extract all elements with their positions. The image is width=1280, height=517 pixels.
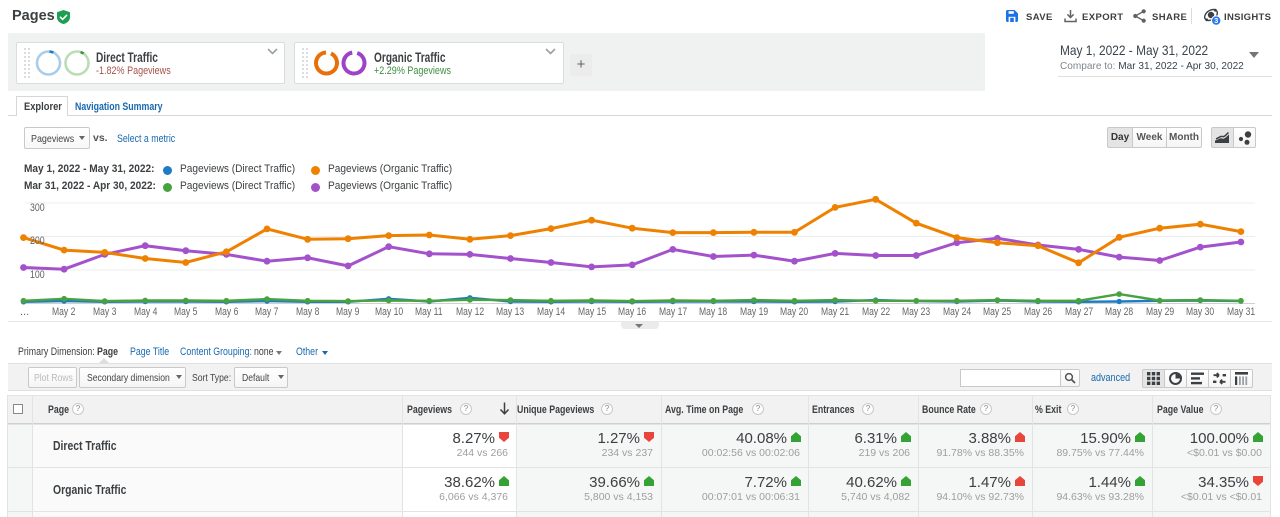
- svg-text:3: 3: [1214, 16, 1218, 25]
